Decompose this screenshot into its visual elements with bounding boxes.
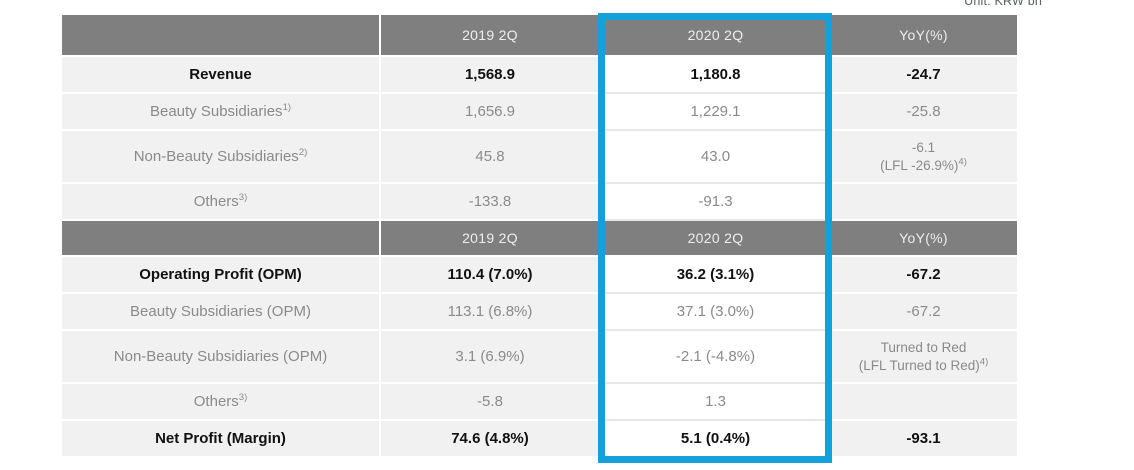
header-cell-2020-2q: 2020 2Q [600,220,830,257]
table-row-others-profit: Others3) -5.8 1.3 [62,383,1017,421]
row-label: Others3) [62,183,381,221]
value-yoy: Turned to Red (LFL Turned to Red)4) [830,330,1017,384]
table-row-operating-profit: Operating Profit (OPM) 110.4 (7.0%) 36.2… [62,256,1017,294]
row-label: Operating Profit (OPM) [62,256,381,294]
value-yoy: -93.1 [830,420,1017,458]
value-2020: 1,229.1 [600,93,830,131]
financial-results-table: 2019 2Q 2020 2Q YoY(%) Revenue 1,568.9 1… [62,15,1017,458]
value-2019: 45.8 [380,130,601,184]
value-yoy: -67.2 [830,256,1017,294]
header-cell-blank [62,15,381,57]
footnote-marker: 1) [282,102,292,113]
table-row-non-beauty-subsidiaries-opm: Non-Beauty Subsidiaries (OPM) 3.1 (6.9%)… [62,330,1017,384]
value-2019: 110.4 (7.0%) [380,256,601,294]
value-2019: 1,656.9 [380,93,601,131]
row-label: Beauty Subsidiaries (OPM) [62,293,381,331]
value-2019: -133.8 [380,183,601,221]
row-label: Others3) [62,383,381,421]
row-label: Net Profit (Margin) [62,420,381,458]
value-2019: 1,568.9 [380,56,601,94]
value-2020: 1.3 [600,383,830,421]
header-cell-yoy: YoY(%) [830,220,1017,257]
footnote-marker: 3) [238,392,248,403]
yoy-line1: -6.1 [911,139,936,155]
yoy-line2: (LFL Turned to Red)4) [830,357,1017,375]
row-label: Non-Beauty Subsidiaries2) [62,130,381,184]
yoy-line2-text: (LFL -26.9%) [880,157,959,173]
unit-note: Unit: KRW bn [964,0,1042,8]
header-cell-2019-2q: 2019 2Q [380,15,601,57]
value-2020: 43.0 [600,130,830,184]
value-yoy [830,383,1017,421]
row-label-text: Non-Beauty Subsidiaries [133,148,299,165]
yoy-line1: Turned to Red [880,339,967,355]
header-cell-blank [62,220,381,257]
value-2020: 36.2 (3.1%) [600,256,830,294]
header-cell-2020-2q: 2020 2Q [600,15,830,57]
value-2019: 113.1 (6.8%) [380,293,601,331]
row-label-text: Beauty Subsidiaries [149,103,283,120]
yoy-line2: (LFL -26.9%)4) [830,157,1017,175]
table-row-non-beauty-subsidiaries: Non-Beauty Subsidiaries2) 45.8 43.0 -6.1… [62,130,1017,184]
table-row-net-profit: Net Profit (Margin) 74.6 (4.8%) 5.1 (0.4… [62,420,1017,458]
value-2020: -91.3 [600,183,830,221]
value-yoy: -24.7 [830,56,1017,94]
table-row-beauty-subsidiaries-opm: Beauty Subsidiaries (OPM) 113.1 (6.8%) 3… [62,293,1017,331]
yoy-line2-text: (LFL Turned to Red) [858,357,980,373]
value-2020: 37.1 (3.0%) [600,293,830,331]
footnote-marker: 2) [298,147,308,158]
table-row-others-revenue: Others3) -133.8 -91.3 [62,183,1017,221]
footnote-marker: 4) [979,356,989,367]
row-label: Revenue [62,56,381,94]
footnote-marker: 3) [238,192,248,203]
value-2019: -5.8 [380,383,601,421]
header-cell-yoy: YoY(%) [830,15,1017,57]
row-label: Beauty Subsidiaries1) [62,93,381,131]
value-2020: 5.1 (0.4%) [600,420,830,458]
value-2020: 1,180.8 [600,56,830,94]
table-header-row-revenue: 2019 2Q 2020 2Q YoY(%) [62,15,1017,57]
value-yoy: -6.1 (LFL -26.9%)4) [830,130,1017,184]
value-2019: 3.1 (6.9%) [380,330,601,384]
value-yoy: -25.8 [830,93,1017,131]
table-row-beauty-subsidiaries: Beauty Subsidiaries1) 1,656.9 1,229.1 -2… [62,93,1017,131]
row-label: Non-Beauty Subsidiaries (OPM) [62,330,381,384]
row-label-text: Others [193,393,239,410]
value-2019: 74.6 (4.8%) [380,420,601,458]
table-row-revenue: Revenue 1,568.9 1,180.8 -24.7 [62,56,1017,94]
value-yoy: -67.2 [830,293,1017,331]
table-header-row-profit: 2019 2Q 2020 2Q YoY(%) [62,220,1017,257]
footnote-marker: 4) [958,156,967,167]
row-label-text: Others [193,193,239,210]
header-cell-2019-2q: 2019 2Q [380,220,601,257]
value-yoy [830,183,1017,221]
value-2020: -2.1 (-4.8%) [600,330,830,384]
